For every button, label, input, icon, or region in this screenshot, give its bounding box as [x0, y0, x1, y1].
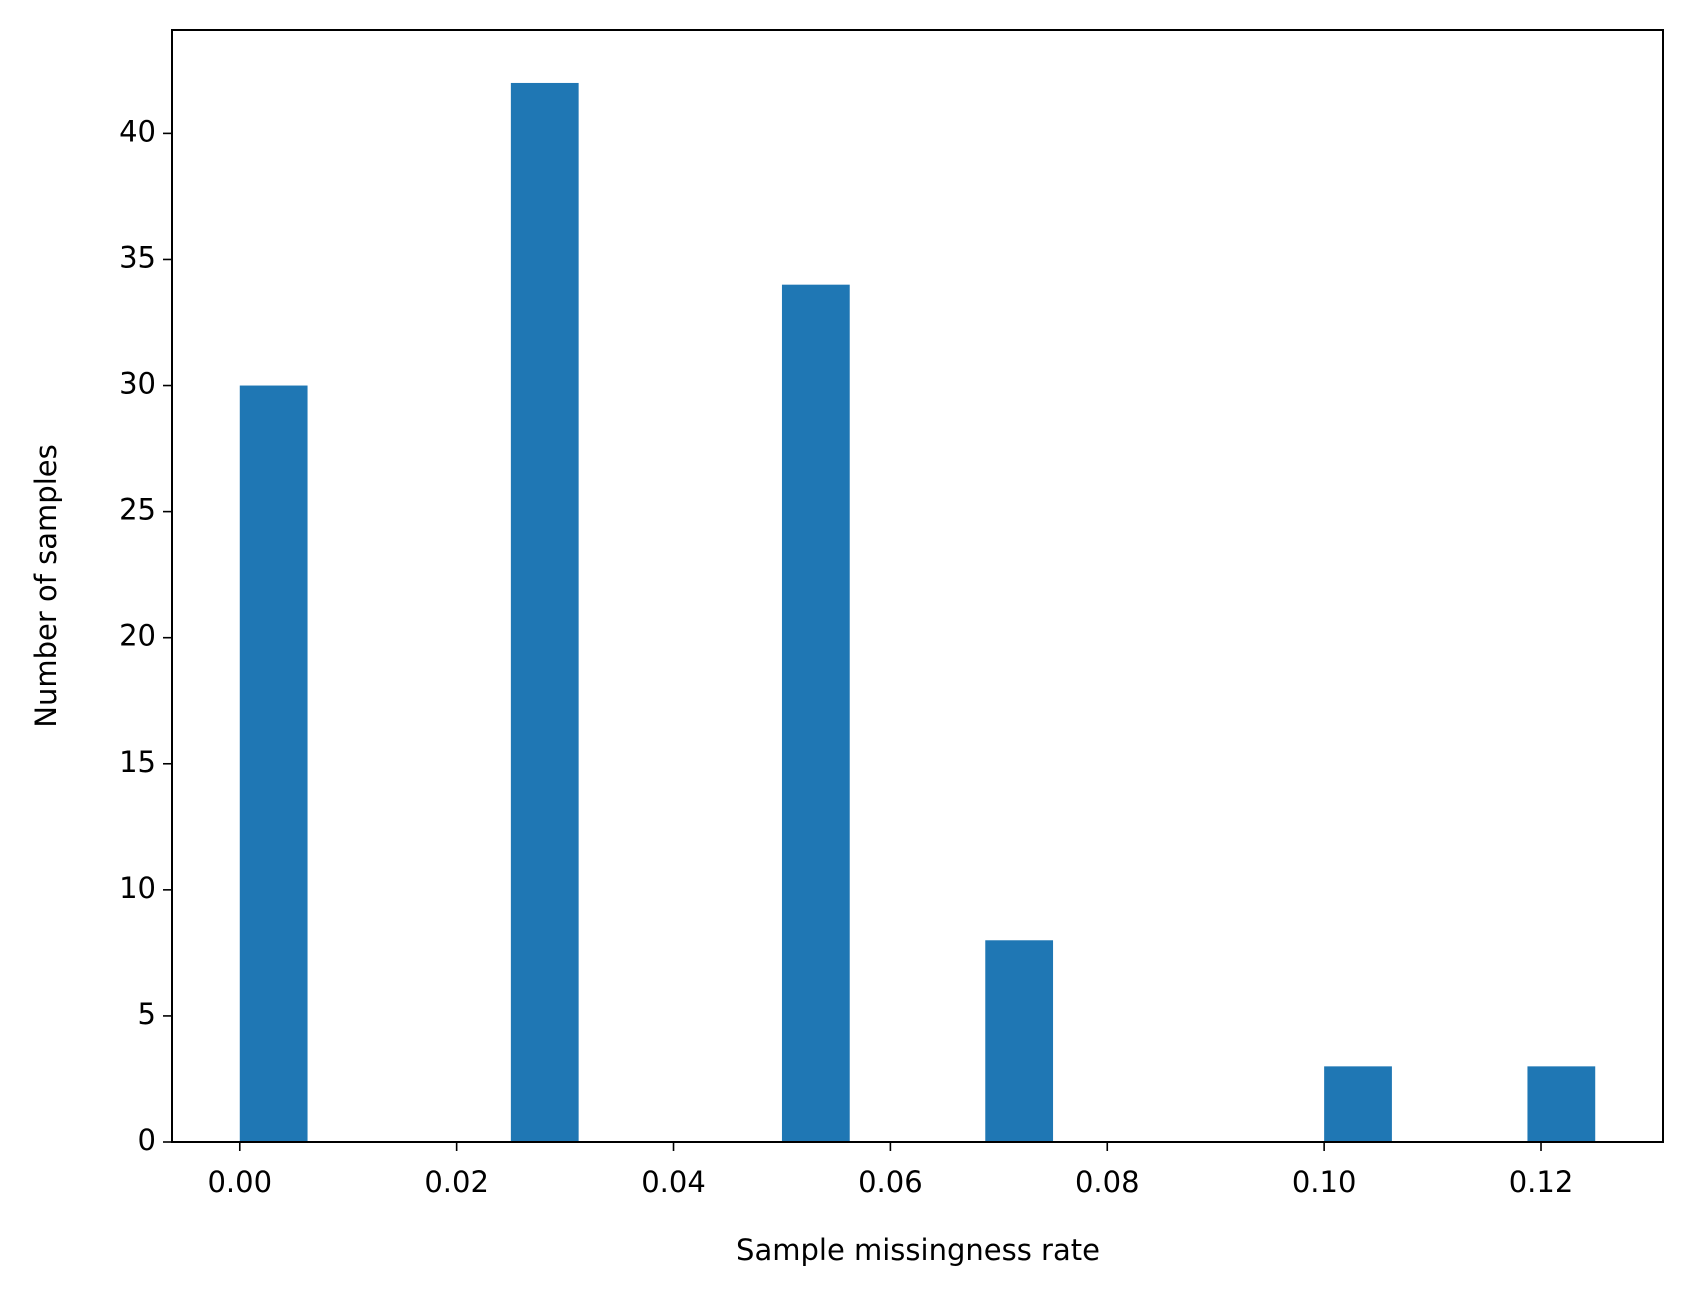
bar [1527, 1066, 1596, 1142]
x-tick-label: 0.04 [641, 1165, 706, 1199]
x-tick-label: 0.06 [858, 1165, 923, 1199]
x-axis-label: Sample missingness rate [736, 1233, 1100, 1267]
y-tick-label: 35 [119, 240, 156, 274]
bar [985, 940, 1054, 1142]
x-tick-label: 0.00 [207, 1165, 272, 1199]
x-tick-label: 0.02 [424, 1165, 489, 1199]
bar [781, 284, 850, 1142]
x-tick-label: 0.08 [1075, 1165, 1140, 1199]
y-tick-label: 40 [119, 114, 156, 148]
y-tick-label: 30 [119, 367, 156, 401]
y-tick-label: 15 [119, 745, 156, 779]
plot-frame [171, 29, 1664, 1143]
x-tick-label: 0.12 [1509, 1165, 1574, 1199]
y-tick-label: 0 [138, 1123, 156, 1157]
bar [510, 82, 579, 1142]
y-tick-label: 10 [119, 871, 156, 905]
y-tick-label: 5 [138, 997, 156, 1031]
x-tick-label: 0.10 [1292, 1165, 1357, 1199]
y-axis-label: Number of samples [29, 444, 63, 727]
y-tick-label: 20 [119, 619, 156, 653]
y-tick-label: 25 [119, 493, 156, 527]
bar [239, 385, 308, 1142]
bar [1324, 1066, 1392, 1142]
